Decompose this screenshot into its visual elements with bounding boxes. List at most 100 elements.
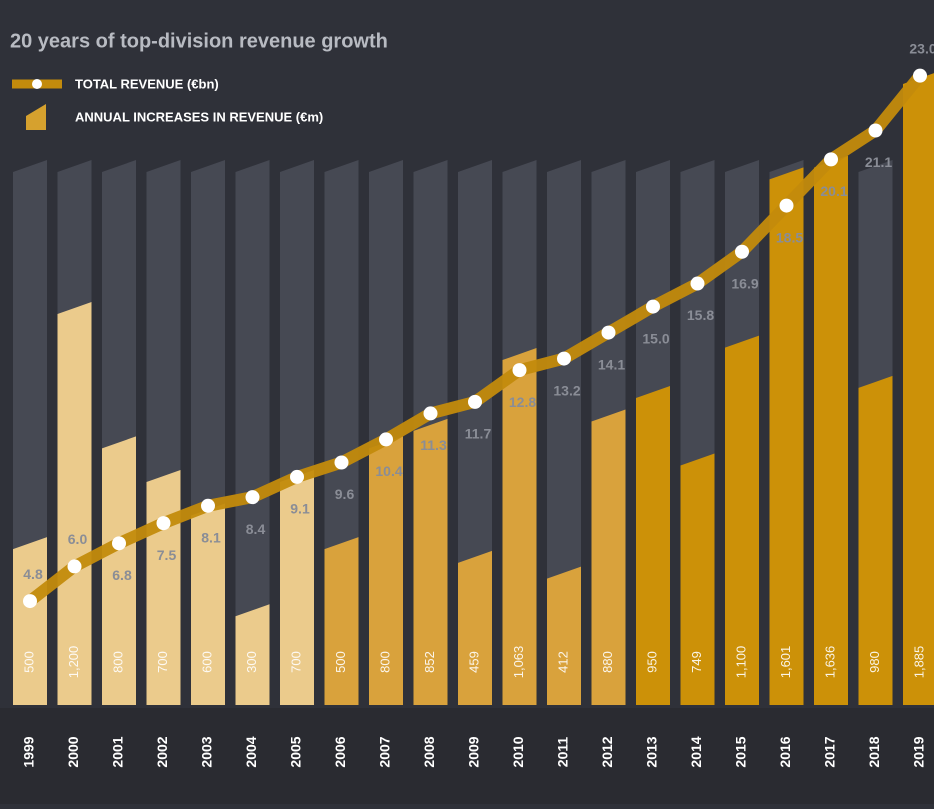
bar <box>903 73 934 705</box>
x-tick-label: 2016 <box>777 736 793 767</box>
line-value-label: 21.1 <box>865 154 892 170</box>
bar <box>13 537 47 705</box>
x-tick-label: 2006 <box>332 736 348 767</box>
x-tick-label: 2012 <box>599 736 615 767</box>
bar <box>547 566 581 705</box>
bar-value-label: 1,063 <box>511 646 526 679</box>
bar-value-label: 1,636 <box>822 646 837 679</box>
bar-value-label: 700 <box>288 651 303 673</box>
x-tick-label: 2004 <box>243 736 259 767</box>
bar <box>591 409 626 705</box>
x-tick-label: 2008 <box>421 736 437 767</box>
line-value-label: 6.0 <box>68 531 88 547</box>
legend-label: ANNUAL INCREASES IN REVENUE (€m) <box>75 109 323 124</box>
line-value-label: 13.2 <box>553 382 580 398</box>
bar <box>502 348 537 705</box>
revenue-point <box>735 244 749 259</box>
bar <box>369 436 403 705</box>
revenue-point <box>868 123 883 138</box>
bar <box>636 386 670 705</box>
revenue-point <box>557 351 571 366</box>
line-value-label: 15.0 <box>642 330 669 346</box>
revenue-point <box>379 432 393 447</box>
line-value-label: 11.3 <box>420 437 447 453</box>
bar-value-label: 412 <box>555 651 570 673</box>
revenue-point <box>601 325 616 340</box>
bar-value-label: 600 <box>199 651 214 673</box>
revenue-point <box>824 152 838 167</box>
line-value-label: 8.1 <box>201 530 221 546</box>
x-tick-label: 2011 <box>555 737 571 768</box>
bar <box>102 436 136 705</box>
x-tick-label: 2019 <box>911 736 927 767</box>
line-value-label: 10.4 <box>375 463 402 479</box>
bar-value-label: 880 <box>600 651 615 673</box>
bar <box>57 302 92 705</box>
bar-value-label: 700 <box>155 651 170 673</box>
chart-title: 20 years of top-division revenue growth <box>10 30 388 52</box>
line-value-label: 8.4 <box>246 521 266 537</box>
revenue-point <box>468 394 482 409</box>
x-tick-label: 2001 <box>110 736 126 767</box>
bar-value-label: 1,100 <box>733 646 748 679</box>
revenue-point <box>334 455 349 470</box>
bar-value-label: 1,601 <box>778 646 793 679</box>
bar-value-label: 749 <box>689 651 704 673</box>
bar <box>769 167 804 705</box>
x-tick-label: 2010 <box>510 736 526 767</box>
year-band <box>0 708 934 804</box>
bar <box>680 453 715 705</box>
bar <box>191 503 225 705</box>
revenue-point <box>779 198 794 213</box>
line-value-label: 9.6 <box>335 486 355 502</box>
x-tick-label: 2003 <box>199 736 215 767</box>
x-tick-label: 2009 <box>466 736 482 767</box>
revenue-point <box>646 299 660 314</box>
bar <box>413 418 448 705</box>
revenue-point <box>290 469 304 484</box>
bar <box>280 469 314 705</box>
bar <box>858 375 893 705</box>
line-value-label: 18.5 <box>776 229 803 245</box>
x-tick-label: 2014 <box>688 736 704 767</box>
column-backdrop <box>235 160 270 705</box>
legend-bar-icon <box>26 104 46 130</box>
line-value-label: 16.9 <box>731 275 758 291</box>
bar-value-label: 800 <box>110 651 125 673</box>
x-tick-label: 2017 <box>822 736 838 767</box>
bar-value-label: 459 <box>466 651 481 673</box>
legend-dot-icon <box>32 79 42 89</box>
bar-value-label: 500 <box>333 651 348 673</box>
line-value-label: 20.1 <box>820 183 847 199</box>
x-tick-label: 2015 <box>733 736 749 767</box>
bar-value-label: 852 <box>422 651 437 673</box>
bar-value-label: 1,885 <box>911 646 926 679</box>
line-value-label: 15.8 <box>687 307 714 323</box>
line-value-label: 23.0 <box>909 40 934 56</box>
revenue-point <box>156 516 171 531</box>
bar <box>725 335 759 705</box>
x-tick-label: 2007 <box>377 736 393 767</box>
bar <box>814 155 848 705</box>
bar <box>458 550 492 705</box>
bar-value-label: 800 <box>377 651 392 673</box>
revenue-point <box>245 490 260 505</box>
line-value-label: 12.8 <box>509 394 536 410</box>
revenue-point <box>690 276 705 291</box>
x-tick-label: 2013 <box>644 736 660 767</box>
x-tick-label: 2005 <box>288 736 304 767</box>
bar-value-label: 500 <box>21 651 36 673</box>
bar-value-label: 950 <box>644 651 659 673</box>
x-tick-label: 2002 <box>154 736 170 767</box>
revenue-point <box>423 406 438 421</box>
revenue-point <box>23 594 37 609</box>
line-value-label: 9.1 <box>290 501 310 517</box>
bar-value-label: 980 <box>867 651 882 673</box>
x-tick-label: 2018 <box>866 736 882 767</box>
line-value-label: 11.7 <box>465 426 492 442</box>
bar <box>235 604 270 705</box>
revenue-point <box>512 363 527 378</box>
line-value-label: 7.5 <box>157 547 177 563</box>
bar-value-label: 1,200 <box>66 646 81 679</box>
